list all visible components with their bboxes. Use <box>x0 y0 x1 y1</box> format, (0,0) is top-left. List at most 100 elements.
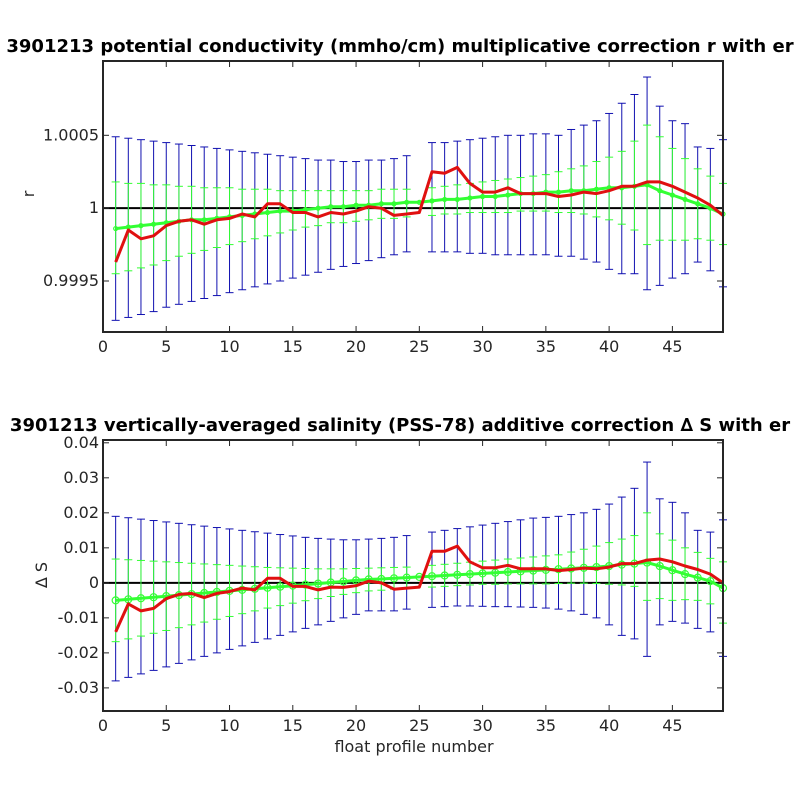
green-point-1 <box>111 596 120 605</box>
plot-salinity-correction: 0 5 10 15 20 25 30 35 40 45 -0.03 -0.02 -0.01 0 0.01 0.… <box>58 433 728 735</box>
green-point-45 <box>668 566 677 575</box>
green-point-4 <box>149 593 158 602</box>
y-tick-label: 0.03 <box>63 468 99 487</box>
green-point-27 <box>440 571 449 580</box>
green-point-46 <box>682 196 688 203</box>
x-tick-label: 5 <box>161 716 171 735</box>
green-point-27 <box>442 196 448 203</box>
green-point-20 <box>353 202 359 208</box>
x-tick-label: 45 <box>662 716 682 735</box>
axes-frame <box>102 439 724 712</box>
green-point-19 <box>340 204 347 210</box>
red-series-line <box>114 544 724 633</box>
green-error-bar-41 <box>617 538 626 586</box>
green-point-46 <box>680 569 690 579</box>
x-tick-label: 20 <box>346 716 366 735</box>
y-tick-label: -0.02 <box>58 643 99 662</box>
y-tick-label: 0.04 <box>63 433 99 452</box>
chart-title-salinity: 3901213 vertically-averaged salinity (PS… <box>10 415 790 436</box>
green-point-32 <box>503 567 512 577</box>
y-tick-label: -0.03 <box>58 678 99 697</box>
green-point-37 <box>568 188 574 194</box>
x-tick-label: 25 <box>409 716 429 735</box>
green-error-bar-39 <box>592 545 601 585</box>
green-point-30 <box>478 569 487 578</box>
green-point-28 <box>454 196 460 203</box>
x-tick-label: 15 <box>283 337 303 356</box>
x-tick-label: 0 <box>98 716 108 735</box>
green-point-4 <box>151 221 157 227</box>
green-point-45 <box>669 192 675 198</box>
green-point-26 <box>427 572 437 581</box>
green-point-13 <box>264 209 271 216</box>
green-point-21 <box>364 575 373 584</box>
x-axis-label: float profile number <box>334 737 494 756</box>
green-point-1 <box>113 225 119 232</box>
green-point-14 <box>277 208 283 214</box>
green-point-24 <box>404 199 410 205</box>
y-axis-label-delta-s: ∆ S <box>32 562 51 589</box>
plot-area <box>103 61 723 332</box>
y-tick-label: 0.9995 <box>43 271 99 290</box>
green-point-22 <box>378 201 384 207</box>
green-point-24 <box>402 573 411 582</box>
green-point-39 <box>593 186 600 192</box>
x-tick-label: 0 <box>98 337 108 356</box>
green-point-23 <box>391 201 397 207</box>
plot-conductivity-correction: 0 5 10 15 20 25 30 35 40 45 0.9995 1 1.0005 <box>43 60 727 356</box>
green-point-31 <box>492 193 498 200</box>
x-tick-label: 5 <box>161 337 171 356</box>
green-error-bar-40 <box>605 542 614 585</box>
green-point-44 <box>655 561 664 571</box>
x-tick-label: 10 <box>219 716 239 735</box>
green-point-20 <box>351 576 361 585</box>
x-tick-label: 35 <box>536 337 556 356</box>
y-tick-label: -0.01 <box>58 608 99 627</box>
green-point-30 <box>479 193 486 200</box>
green-point-19 <box>339 577 348 586</box>
green-point-36 <box>555 189 562 195</box>
green-point-32 <box>505 192 511 198</box>
green-point-14 <box>276 582 285 591</box>
x-tick-label: 25 <box>409 337 429 356</box>
x-tick-label: 15 <box>283 716 303 735</box>
x-tick-label: 20 <box>346 337 366 356</box>
chart-title-conductivity: 3901213 potential conductivity (mmho/cm)… <box>6 36 793 57</box>
y-axis-label-r: r <box>19 190 38 197</box>
green-point-8 <box>201 217 207 223</box>
green-point-17 <box>315 205 321 211</box>
green-point-48 <box>706 577 715 586</box>
plot-area <box>103 440 723 711</box>
green-point-34 <box>529 566 538 575</box>
y-tick-label: 0 <box>89 573 99 592</box>
green-point-28 <box>453 570 462 579</box>
green-error-bar-1 <box>111 558 120 643</box>
x-tick-label: 40 <box>599 716 619 735</box>
green-point-29 <box>467 195 473 201</box>
y-tick-label: 0.02 <box>63 503 99 522</box>
green-point-47 <box>693 573 702 582</box>
x-tick-label: 30 <box>472 716 492 735</box>
green-point-29 <box>465 569 475 579</box>
green-error-bar-42 <box>630 535 639 587</box>
green-point-3 <box>138 223 144 229</box>
x-tick-label: 45 <box>662 337 682 356</box>
x-tick-label: 30 <box>472 337 492 356</box>
green-point-16 <box>301 580 310 589</box>
axes-frame <box>102 60 724 333</box>
x-tick-label: 10 <box>219 337 239 356</box>
x-tick-label: 35 <box>536 716 556 735</box>
green-point-23 <box>389 574 399 583</box>
y-tick-label: 1 <box>89 198 99 217</box>
y-tick-label: 0.01 <box>63 538 99 557</box>
x-tick-label: 40 <box>599 337 619 356</box>
green-point-3 <box>136 594 146 603</box>
red-series-line <box>114 165 724 263</box>
green-error-bar-43 <box>643 512 652 601</box>
green-point-26 <box>429 198 435 204</box>
green-point-18 <box>328 204 334 210</box>
green-error-bar-38 <box>579 548 588 584</box>
green-point-13 <box>263 583 272 592</box>
green-point-44 <box>657 188 663 194</box>
